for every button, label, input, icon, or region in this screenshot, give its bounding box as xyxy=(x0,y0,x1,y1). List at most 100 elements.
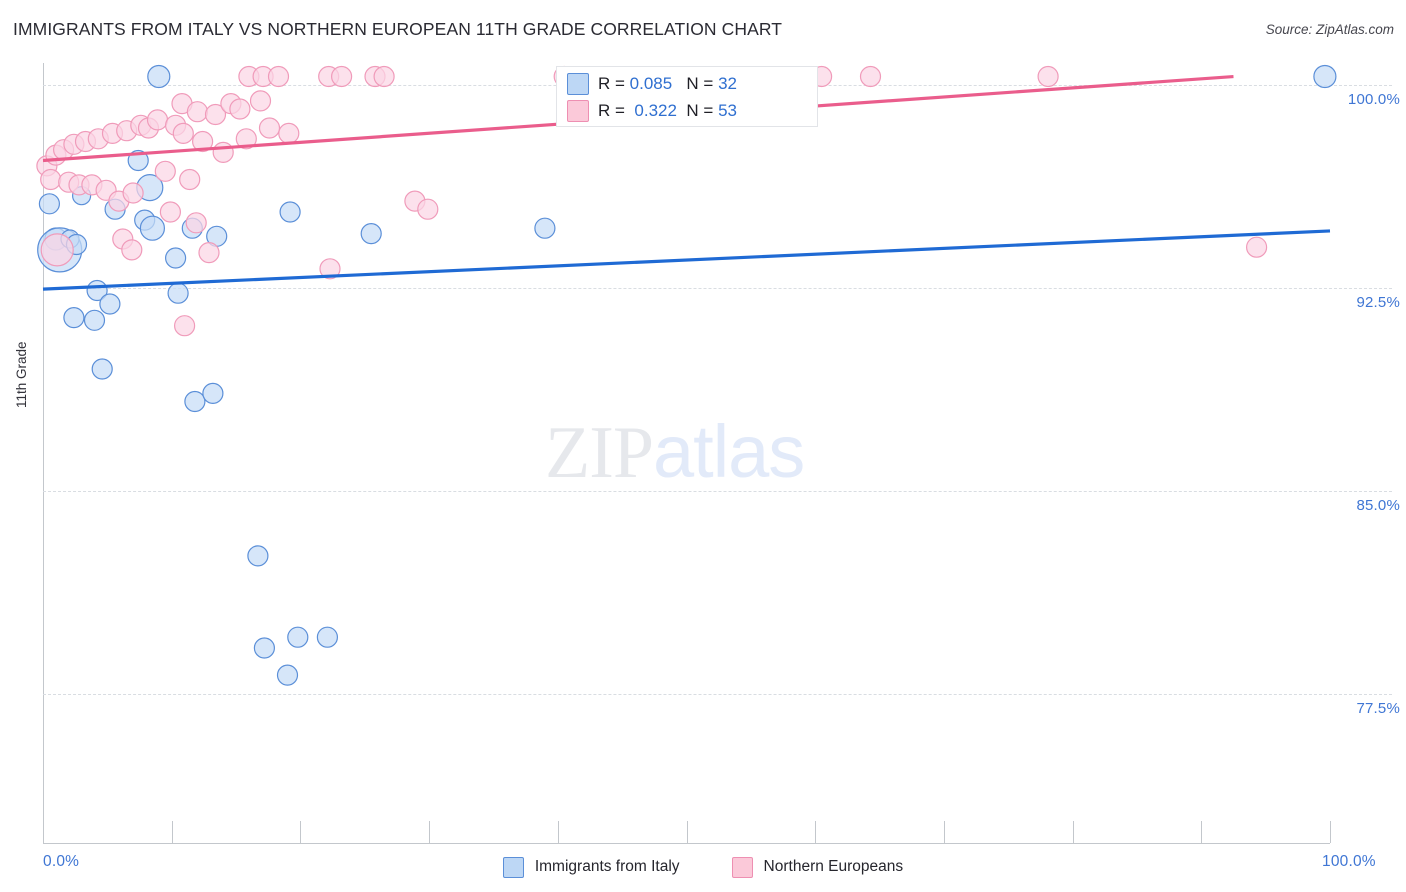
data-point[interactable] xyxy=(204,103,227,126)
data-point[interactable] xyxy=(154,160,176,182)
data-point[interactable] xyxy=(139,215,165,241)
y-axis-line xyxy=(43,63,44,843)
series-points-immigrants-from-italy xyxy=(37,64,1337,686)
source-attribution: Source: ZipAtlas.com xyxy=(1265,22,1394,37)
y-axis-label: 100.0% xyxy=(1347,90,1400,108)
data-point[interactable] xyxy=(276,664,299,686)
x-axis-tick xyxy=(557,821,559,843)
data-point[interactable] xyxy=(267,65,290,88)
data-point[interactable] xyxy=(279,201,301,223)
legend-swatch-immigrants-from-italy xyxy=(502,856,524,878)
data-point[interactable] xyxy=(179,168,201,191)
legend-stats-row-blue: R = 0.085 N = 32 xyxy=(567,71,737,97)
x-axis-tick xyxy=(429,821,431,843)
data-point[interactable] xyxy=(63,307,85,329)
legend-swatch-blue xyxy=(567,73,589,95)
legend-item-northern-europeans[interactable]: Northern Europeans xyxy=(731,856,904,878)
x-axis-tick xyxy=(1072,821,1074,843)
pink-n-value: 53 xyxy=(718,101,737,120)
data-point[interactable] xyxy=(198,242,220,264)
data-point[interactable] xyxy=(202,382,224,404)
series-points-northern-europeans xyxy=(36,65,1268,337)
blue-r-value: 0.085 xyxy=(629,74,673,93)
data-point[interactable] xyxy=(121,239,143,261)
data-point[interactable] xyxy=(373,65,395,88)
gridline xyxy=(43,694,1392,696)
data-point[interactable] xyxy=(235,128,257,150)
legend-swatch-pink xyxy=(567,100,589,122)
pink-n-label: N = xyxy=(686,101,714,120)
x-axis-tick xyxy=(171,821,173,843)
data-point[interactable] xyxy=(184,390,206,413)
data-point[interactable] xyxy=(192,130,214,153)
data-point[interactable] xyxy=(167,282,189,304)
x-axis-tick xyxy=(43,821,44,843)
data-point[interactable] xyxy=(212,141,234,163)
data-point[interactable] xyxy=(185,212,207,234)
legend-label-immigrants-from-italy: Immigrants from Italy xyxy=(534,858,680,875)
pink-r-value: 0.322 xyxy=(634,101,677,120)
data-point[interactable] xyxy=(1313,64,1337,89)
legend-swatch-northern-europeans xyxy=(731,856,753,878)
data-point[interactable] xyxy=(186,101,208,123)
trendline-immigrants-from-italy xyxy=(42,229,1331,291)
blue-n-value: 32 xyxy=(718,74,737,93)
data-point[interactable] xyxy=(174,315,196,337)
legend-item-immigrants-from-italy[interactable]: Immigrants from Italy xyxy=(502,856,680,878)
data-point[interactable] xyxy=(229,98,251,120)
gridline xyxy=(43,490,1392,492)
data-point[interactable] xyxy=(253,637,275,659)
data-point[interactable] xyxy=(859,65,882,88)
data-point[interactable] xyxy=(147,64,171,89)
data-point[interactable] xyxy=(417,198,439,220)
data-point[interactable] xyxy=(319,258,341,280)
data-point[interactable] xyxy=(258,117,281,139)
zipatlas-watermark: ZIPatlas xyxy=(545,415,805,491)
data-point[interactable] xyxy=(331,65,353,88)
data-point[interactable] xyxy=(172,122,194,144)
page-title: IMMIGRANTS FROM ITALY VS NORTHERN EUROPE… xyxy=(13,19,783,39)
data-point[interactable] xyxy=(146,109,169,131)
data-point[interactable] xyxy=(91,358,113,380)
y-axis-label: 92.5% xyxy=(1356,293,1400,311)
x-axis-tick xyxy=(943,821,945,843)
data-point[interactable] xyxy=(99,293,121,315)
data-point[interactable] xyxy=(247,545,269,567)
data-point[interactable] xyxy=(159,201,181,223)
blue-r-label: R = xyxy=(598,74,625,93)
correlation-stats-legend: R = 0.085 N = 32 R = 0.322 N = 53 xyxy=(556,66,818,127)
watermark-atlas: atlas xyxy=(653,410,805,493)
data-point[interactable] xyxy=(83,309,106,331)
watermark-zip: ZIP xyxy=(545,412,654,494)
x-axis-label-max: 100.0% xyxy=(1322,853,1376,870)
x-axis-tick xyxy=(300,821,302,843)
x-axis-tick xyxy=(815,821,817,843)
x-axis-tick xyxy=(1330,821,1331,843)
gridline xyxy=(43,287,1392,289)
legend-stats-row-pink: R = 0.322 N = 53 xyxy=(567,98,737,124)
data-point[interactable] xyxy=(316,626,338,648)
data-point[interactable] xyxy=(40,168,62,191)
data-point[interactable] xyxy=(40,233,74,267)
y-axis-label: 85.0% xyxy=(1356,496,1400,514)
data-point[interactable] xyxy=(360,223,382,245)
data-point[interactable] xyxy=(165,247,187,269)
data-point[interactable] xyxy=(38,193,61,215)
data-point[interactable] xyxy=(122,182,144,204)
data-point[interactable] xyxy=(249,90,272,112)
x-axis-line xyxy=(43,843,1330,844)
x-axis-tick xyxy=(686,821,688,843)
data-point[interactable] xyxy=(534,217,556,239)
data-point[interactable] xyxy=(278,122,300,144)
data-point[interactable] xyxy=(1245,236,1268,258)
x-axis-tick xyxy=(1201,821,1203,843)
x-axis-label-min: 0.0% xyxy=(43,853,80,870)
data-point[interactable] xyxy=(1037,65,1059,88)
legend-label-northern-europeans: Northern Europeans xyxy=(763,858,904,875)
series-legend: Immigrants from Italy Northern Europeans xyxy=(0,850,1406,884)
pink-r-label: R = xyxy=(598,101,625,120)
data-point[interactable] xyxy=(287,626,309,648)
y-axis-label: 77.5% xyxy=(1356,700,1400,718)
